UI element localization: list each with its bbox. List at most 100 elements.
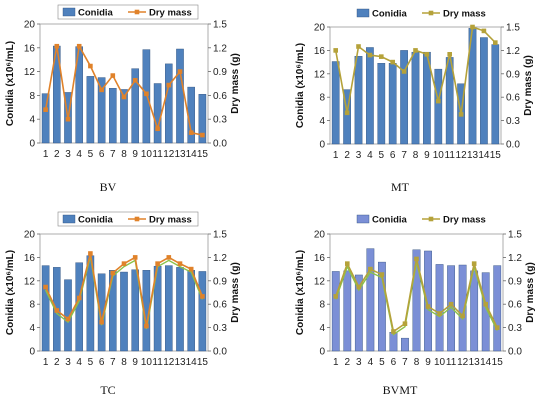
x-tick-label: 10 (434, 357, 446, 368)
point-dry-mass-14 (483, 301, 488, 307)
point-dry-mass-3 (65, 316, 71, 322)
x-tick-label: 12 (163, 357, 175, 368)
y-right-tick-label: 0.3 (213, 115, 227, 126)
bar-conidia-8 (120, 271, 128, 352)
y-left-tick-label: 0 (29, 139, 35, 150)
y-left-tick-label: 16 (314, 46, 326, 57)
legend: Conidia Dry mass (57, 4, 199, 20)
y-right-tick-label: 0.0 (213, 139, 227, 150)
y-left-tick-label: 4 (29, 115, 35, 126)
point-dry-mass-2 (54, 308, 60, 313)
point-dry-mass-4 (76, 295, 82, 301)
point-dry-mass-5 (379, 54, 384, 59)
bar-conidia-1 (41, 93, 50, 144)
y-right-tick-label: 0.9 (508, 276, 522, 287)
legend-label-dry-mass: Dry mass (443, 215, 486, 226)
y-left-tick-label: 8 (29, 91, 35, 102)
y-right-tick-label: 1.2 (213, 43, 227, 54)
point-dry-mass-10 (436, 98, 441, 104)
y-right-tick-label: 0.3 (213, 323, 227, 334)
point-dry-mass-9 (132, 255, 138, 260)
bar-conidia-7 (109, 270, 117, 352)
bar-conidia-4 (366, 248, 375, 352)
bar-conidia-15 (493, 265, 502, 352)
y-right-tick-label: 1.2 (213, 253, 227, 264)
x-tick-label: 5 (379, 357, 385, 368)
y-right-axis-title: Dry mass (g) (523, 55, 534, 116)
legend-label-conidia: Conidia (372, 215, 408, 226)
y-left-tick-label: 0 (319, 347, 325, 358)
point-dry-mass-10 (144, 323, 149, 329)
x-tick-label: 9 (132, 149, 138, 160)
x-tick-label: 5 (88, 357, 94, 368)
point-dry-mass-4 (368, 266, 373, 272)
x-tick-label: 9 (425, 357, 431, 368)
x-tick-label: 2 (345, 357, 351, 368)
x-tick-label: 1 (333, 150, 339, 161)
point-dry-mass-11 (448, 301, 454, 307)
bar-conidia-12 (165, 265, 173, 352)
x-tick-label: 8 (121, 149, 127, 160)
legend-label-dry-mass: Dry mass (443, 9, 486, 20)
point-dry-mass-11 (447, 52, 452, 57)
bar-conidia-15 (198, 94, 207, 144)
x-tick-label: 2 (54, 149, 60, 160)
x-tick-label: 11 (152, 149, 163, 160)
x-tick-label: 8 (121, 357, 127, 368)
bar-conidia-2 (343, 89, 351, 145)
point-dry-mass-15 (494, 325, 500, 330)
y-left-tick-label: 8 (29, 300, 35, 311)
y-right-tick-label: 0.9 (213, 67, 227, 78)
y-left-axis-title: Conidia (x10⁶/mL) (5, 250, 16, 335)
point-dry-mass-14 (481, 28, 487, 34)
y-left-tick-label: 12 (24, 67, 36, 78)
point-dry-mass-3 (356, 44, 361, 49)
bar-conidia-2 (343, 270, 352, 352)
legend: Conidia Dry mass (57, 211, 199, 227)
y-right-tick-label: 0.6 (508, 300, 522, 311)
x-tick-label: 6 (99, 357, 105, 368)
bar-conidia-10 (434, 68, 443, 145)
x-tick-label: 14 (186, 149, 198, 160)
point-dry-mass-11 (155, 261, 160, 266)
x-tick-label: 8 (413, 150, 419, 161)
legend-marker-dry-mass (134, 9, 140, 15)
legend-label-conidia: Conidia (78, 8, 114, 19)
bar-conidia-8 (120, 89, 128, 144)
y-right-axis-title: Dry mass (g) (525, 262, 536, 323)
y-right-tick-label: 0.6 (213, 91, 227, 102)
bar-conidia-8 (412, 249, 421, 352)
y-right-tick-label: 1.2 (506, 46, 520, 57)
bar-conidia-11 (153, 83, 162, 144)
y-left-axis-title: Conidia (x10⁶/mL) (5, 41, 16, 126)
point-dry-mass-14 (188, 266, 194, 272)
bar-conidia-15 (198, 271, 207, 352)
legend-swatch-conidia (356, 8, 370, 18)
legend-swatch-conidia (62, 7, 76, 17)
point-dry-mass-8 (121, 94, 127, 100)
bar-conidia-6 (97, 77, 106, 144)
x-tick-label: 1 (43, 149, 49, 160)
point-dry-mass-11 (155, 126, 160, 132)
legend-label-dry-mass: Dry mass (149, 215, 192, 226)
y-left-tick-label: 8 (319, 93, 325, 104)
panel-title: TC (100, 383, 115, 397)
x-tick-label: 11 (445, 150, 456, 161)
point-dry-mass-1 (333, 294, 339, 299)
y-left-tick-label: 0 (319, 140, 325, 151)
point-dry-mass-3 (356, 284, 362, 290)
y-left-axis-title: Conidia (x10⁶/mL) (295, 43, 306, 128)
bar-conidia-7 (401, 337, 409, 352)
x-tick-label: 7 (110, 149, 116, 160)
bar-conidia-5 (378, 261, 386, 352)
point-dry-mass-7 (402, 321, 408, 326)
y-right-tick-label: 1.5 (213, 20, 227, 31)
y-left-tick-label: 4 (29, 323, 35, 334)
point-dry-mass-5 (88, 251, 93, 256)
point-dry-mass-14 (188, 130, 194, 135)
x-tick-label: 6 (99, 149, 105, 160)
point-dry-mass-5 (379, 272, 385, 277)
